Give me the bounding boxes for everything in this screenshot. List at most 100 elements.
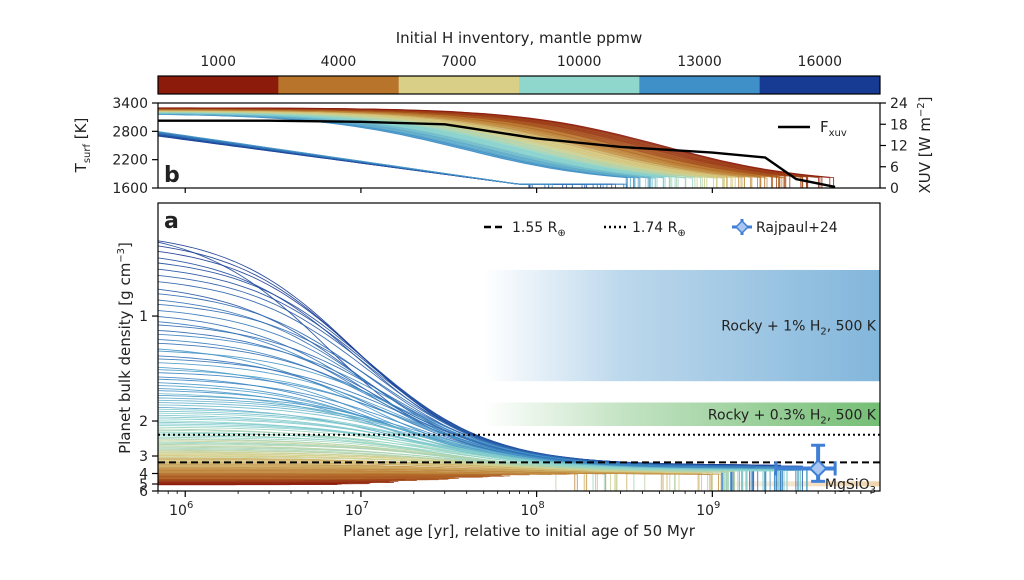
panel-b-y2-ticks: 24 18 12 6 0 [880, 96, 908, 197]
density-curve [158, 456, 612, 491]
x-tick-label: 108 [521, 500, 545, 519]
density-curve [158, 468, 607, 491]
colorbar-tick-label: 13000 [677, 54, 722, 70]
panel-b-ylabel: Tsurf [K] [72, 118, 93, 174]
panel-b-y2label-end: ] [916, 97, 934, 103]
panel-a-frame [157, 202, 881, 492]
density-curve [158, 461, 662, 491]
legend-dashed-main: 1.55 R [512, 220, 558, 236]
colorbar-tick-label: 7000 [441, 54, 477, 70]
band-label: Rocky + 1% H2, 500 K [721, 319, 877, 338]
panel-a-ylabel-end: ] [116, 242, 134, 248]
colorbar-title: Initial H inventory, mantle ppmw [396, 29, 643, 47]
b-y-tick-label: 2800 [112, 124, 148, 140]
legend-dashed-sub: ⊕ [557, 228, 565, 239]
colorbar-swatch-3 [519, 76, 640, 94]
b-y2-tick-label: 0 [890, 181, 899, 197]
b-y-tick-label: 1600 [112, 181, 148, 197]
panel-b-ylabel-unit: [K] [72, 118, 90, 144]
colorbar-tick-label: 10000 [557, 54, 602, 70]
panel-b-legend: Fxuv [778, 118, 847, 139]
colorbar-tick-label: 1000 [200, 54, 236, 70]
x-tick-exp: 6 [187, 500, 193, 511]
temperature-curve [158, 131, 553, 188]
band-label-sub: 2 [820, 327, 826, 338]
panel-b-y-ticks: 3400 2800 2200 1600 [112, 96, 713, 197]
x-tick-base: 10 [345, 503, 363, 519]
x-tick-label: 109 [696, 500, 720, 519]
band-label-sub: 3 [870, 485, 876, 496]
panel-a-ylabel-main: Planet bulk density [g cm [116, 263, 134, 454]
band-label-main: MgSiO [825, 477, 870, 493]
x-tick-base: 10 [169, 503, 187, 519]
colorbar-tick-labels: 1000 4000 7000 10000 13000 16000 [200, 54, 842, 70]
density-curve [158, 435, 735, 491]
density-curve [158, 447, 709, 491]
panel-a-y-ticks: 1 2 3 456 [139, 309, 158, 500]
y-tick-label: 6 [139, 484, 148, 500]
x-tick-base: 10 [521, 503, 539, 519]
y-tick-label: 3 [139, 449, 148, 465]
band-fill [483, 402, 880, 427]
colorbar-swatch-2 [398, 76, 520, 94]
legend-dashed-label: 1.55 R⊕ [512, 220, 566, 239]
legend-dotted-sub: ⊕ [677, 228, 685, 239]
legend-obs-point [734, 219, 750, 235]
panel-b-y2label-main: XUV [W m [916, 117, 934, 193]
colorbar-swatch-4 [639, 76, 761, 94]
band-label: Rocky + 0.3% H2, 500 K [708, 407, 877, 426]
x-tick-exp: 8 [538, 500, 544, 511]
colorbar-tick-label: 16000 [798, 54, 843, 70]
y-tick-label: 5 [139, 477, 148, 493]
xuv-legend-sub: xuv [829, 128, 847, 139]
panel-b-label: b [164, 163, 180, 188]
band-label-sub: 2 [820, 415, 826, 426]
panel-b-y2label-sup: −2 [916, 102, 927, 117]
temperature-curve [158, 107, 835, 188]
band-label-end: , 500 K [827, 319, 877, 335]
b-y-tick-label: 2200 [112, 153, 148, 169]
x-tick-base: 10 [696, 503, 714, 519]
y-tick-label: 1 [139, 309, 148, 325]
colorbar-tick-label: 4000 [321, 54, 357, 70]
panel-a-density-curves [158, 240, 808, 491]
colorbar-swatch-0 [158, 76, 279, 94]
density-curve [158, 459, 588, 491]
x-tick-exp: 9 [714, 500, 720, 511]
panel-b-ylabel-sub: surf [82, 144, 93, 164]
panel-a-label: a [164, 209, 179, 234]
panel-b-y2label: XUV [W m−2] [916, 97, 934, 194]
panel-a-ylabel-sup: −3 [116, 248, 127, 263]
panel-b-ylabel-main: T [72, 162, 90, 173]
band-label-end: , 500 K [827, 407, 877, 423]
colorbar-swatches [158, 76, 881, 94]
panel-a-ylabel: Planet bulk density [g cm−3] [116, 242, 134, 454]
legend-obs-label: Rajpaul+24 [756, 220, 838, 236]
panel-a-legend: 1.55 R⊕ 1.74 R⊕ Rajpaul+24 [484, 219, 838, 239]
b-y2-tick-label: 6 [890, 160, 899, 176]
band-label-main: Rocky + 0.3% H [708, 407, 820, 423]
colorbar-swatch-5 [759, 76, 881, 94]
band-fill [483, 269, 880, 382]
panel-a-reference-lines [158, 433, 880, 464]
legend-dotted-main: 1.74 R [632, 220, 678, 236]
b-y2-tick-label: 18 [890, 117, 908, 133]
xuv-flux-curve [158, 119, 836, 188]
y-tick-label: 2 [139, 414, 148, 430]
colorbar-swatch-1 [278, 76, 400, 94]
colorbar: Initial H inventory, mantle ppmw 1000 400… [157, 29, 881, 95]
obs-point [808, 459, 828, 478]
panel-b: b 3400 2800 2200 1600 24 18 12 6 0 Tsurf [K] XU… [72, 96, 934, 197]
panel-a-xlabel: Planet age [yr], relative to initial age… [343, 522, 696, 540]
x-tick-label: 107 [345, 500, 369, 519]
colorbar-frame [157, 75, 881, 95]
density-curve [158, 444, 676, 491]
band-label-main: Rocky + 1% H [721, 319, 820, 335]
x-tick-label: 106 [169, 500, 193, 519]
xuv-legend-main: F [820, 118, 829, 136]
rajpaul-observation [774, 443, 837, 483]
panel-b-temperature-curves [158, 107, 835, 188]
x-tick-exp: 7 [363, 500, 369, 511]
